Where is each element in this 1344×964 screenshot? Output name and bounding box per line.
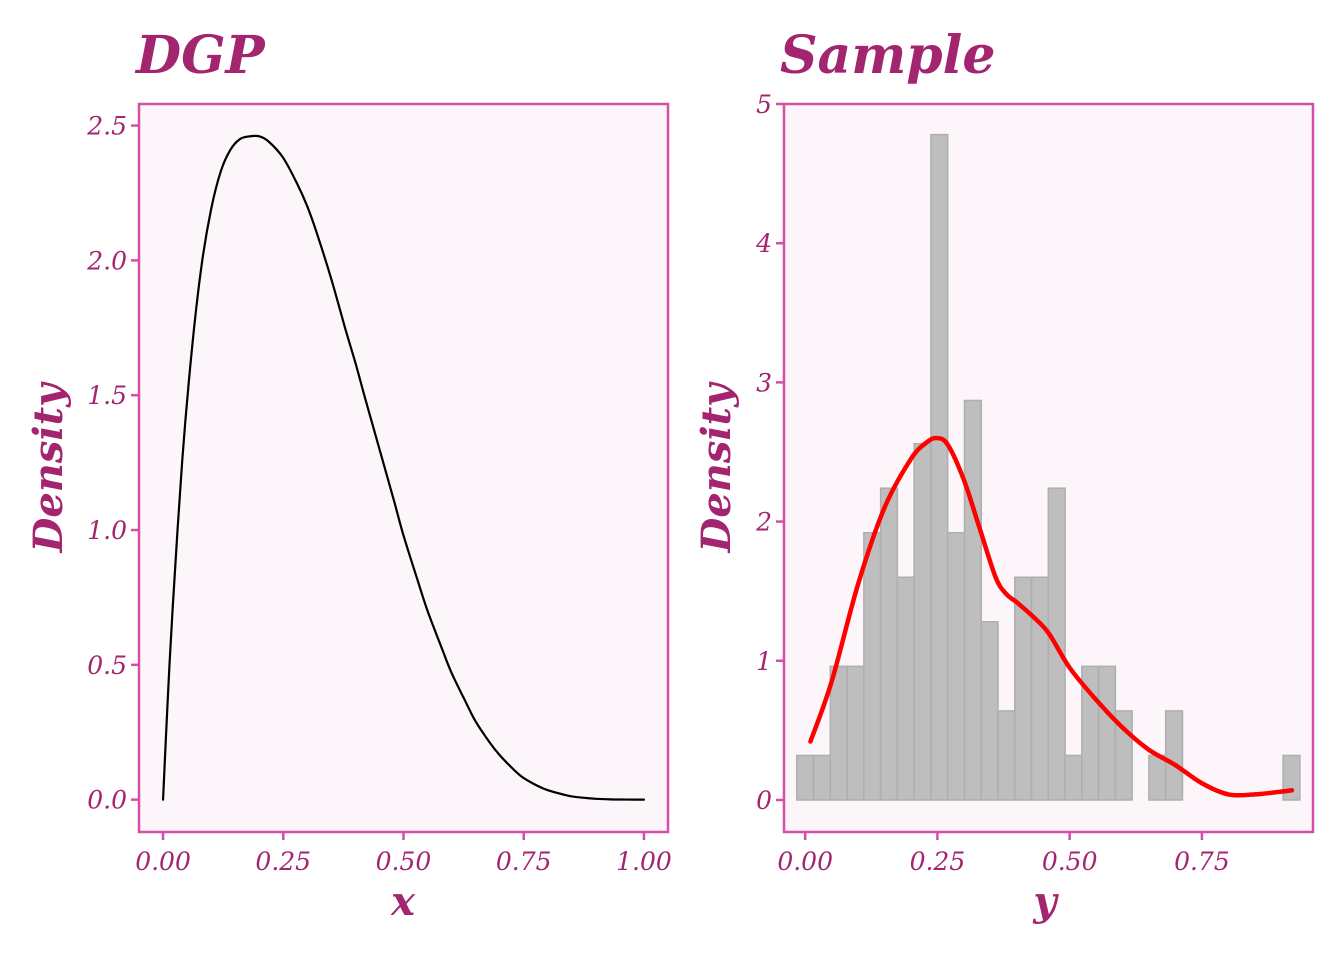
sample-y-axis-label: Density [693,381,740,553]
dgp-y-axis: 0.0 0.5 1.0 1.5 2.0 2.5 [86,112,139,815]
dgp-panel: DGP 0.0 0.5 1.0 1.5 2.0 2.5 0.00 0.25 0.50 0.75 1… [25,25,672,925]
sample-x-axis: 0.00 0.25 0.50 0.75 [777,832,1230,876]
sample-x-tick-label: 0.50 [1042,847,1098,876]
sample-x-tick-label: 0.75 [1174,847,1230,876]
sample-y-tick-label: 1 [756,647,772,676]
sample-y-tick-label: 3 [756,368,772,397]
sample-y-tick-label: 2 [755,508,772,537]
dgp-y-tick-label: 2.5 [86,112,127,141]
sample-x-axis-label: y [1032,878,1059,925]
histogram-bar [796,754,815,801]
dgp-y-tick-label: 1.5 [87,381,127,410]
sample-x-tick-label: 0.00 [777,847,833,876]
sample-title: Sample [780,25,995,86]
histogram-bar [1148,754,1167,801]
histogram-bar [963,399,982,801]
dgp-x-tick-label: 0.00 [135,847,191,876]
dgp-x-tick-label: 0.50 [376,847,432,876]
dgp-x-axis-label: x [390,878,416,925]
dgp-y-tick-label: 1.0 [87,516,127,545]
sample-y-axis: 0 1 2 3 4 5 [755,90,784,815]
dgp-y-axis-label: Density [25,381,72,553]
histogram-bar [879,487,899,801]
histogram-bar [896,576,915,801]
histogram-bar [1064,754,1083,801]
dgp-x-tick-label: 0.25 [255,847,311,876]
dgp-title: DGP [134,25,267,86]
histogram-bar [980,621,999,801]
dgp-x-axis: 0.00 0.25 0.50 0.75 1.00 [135,832,672,876]
histogram-bar [997,710,1016,801]
histogram-bar [1164,710,1184,801]
dgp-density-curve-group [161,134,646,801]
sample-histogram-group [796,133,1301,801]
dgp-y-tick-label: 0.5 [87,651,127,680]
dgp-x-tick-label: 1.00 [616,847,672,876]
histogram-bar [863,531,882,801]
dgp-density-line [161,134,646,801]
histogram-bar [846,665,865,801]
dgp-y-tick-label: 0.0 [87,786,127,815]
sample-panel: Sample 0 1 2 3 4 5 0.00 0.25 0.50 0.75 y Density [693,25,1315,925]
dgp-plot-area [137,102,670,834]
sample-y-tick-label: 5 [756,90,772,119]
sample-y-tick-label: 0 [756,786,772,815]
histogram-bar [1030,576,1050,801]
histogram-bar [930,133,949,801]
histogram-bar [812,754,832,801]
histogram-bar [913,442,932,801]
dgp-x-tick-label: 0.75 [496,847,552,876]
kde-density-line [808,435,1295,798]
histogram-bar [829,665,848,801]
histogram-bar [946,531,966,801]
histogram-bar [1097,665,1117,801]
sample-x-tick-label: 0.25 [910,847,966,876]
sample-y-tick-label: 4 [755,229,772,258]
dgp-y-tick-label: 2.0 [86,246,127,275]
